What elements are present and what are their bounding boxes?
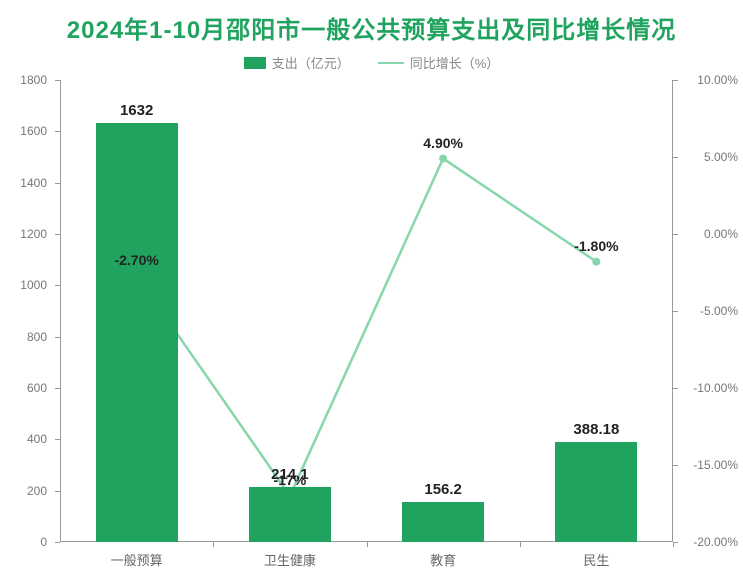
y-left-tick: 200 [0, 484, 47, 498]
y-left-tick-mark [55, 183, 60, 184]
legend-bar-label: 支出（亿元） [272, 53, 350, 72]
x-tick-mark [367, 542, 368, 547]
y-right-tick: -10.00% [683, 381, 738, 395]
y-right-tick: -15.00% [683, 458, 738, 472]
bar [249, 487, 331, 542]
legend-item-line: 同比增长（%） [378, 53, 500, 72]
bar-value-label: 388.18 [573, 421, 619, 438]
y-left-axis-labels: 020040060080010001200140016001800 [0, 80, 55, 542]
x-tick-mark [673, 542, 674, 547]
y-left-tick-mark [55, 439, 60, 440]
legend-bar-swatch [244, 57, 266, 69]
y-right-tick-mark [673, 80, 678, 81]
legend-line-swatch [378, 62, 404, 64]
x-tick-mark [213, 542, 214, 547]
y-left-tick: 400 [0, 432, 47, 446]
x-tick-mark [520, 542, 521, 547]
line-marker [439, 155, 447, 163]
y-right-tick-mark [673, 465, 678, 466]
x-category-label: 教育 [430, 550, 456, 569]
y-left-tick-mark [55, 234, 60, 235]
line-value-label: -2.70% [114, 252, 158, 268]
bar [402, 502, 484, 542]
line-path [137, 159, 597, 496]
y-right-tick: 0.00% [683, 227, 738, 241]
y-right-tick-mark [673, 234, 678, 235]
chart-plot-area: 1632一般预算214.1卫生健康156.2教育388.18民生-2.70%-1… [60, 80, 673, 542]
y-right-axis-labels: -20.00%-15.00%-10.00%-5.00%0.00%5.00%10.… [683, 80, 738, 542]
y-left-tick: 1800 [0, 73, 47, 87]
bar [555, 442, 637, 542]
y-right-tick: -5.00% [683, 304, 738, 318]
y-left-tick-mark [55, 542, 60, 543]
bar-value-label: 156.2 [424, 481, 462, 498]
y-right-tick: 10.00% [683, 73, 738, 87]
bar-value-label: 1632 [120, 102, 153, 119]
line-value-label: 4.90% [423, 135, 463, 151]
y-left-tick: 600 [0, 381, 47, 395]
x-category-label: 卫生健康 [264, 550, 316, 569]
y-left-tick-mark [55, 491, 60, 492]
chart-title: 2024年1-10月邵阳市一般公共预算支出及同比增长情况 [0, 0, 743, 45]
line-value-label: -17% [274, 472, 307, 488]
y-left-tick-mark [55, 285, 60, 286]
y-left-tick-mark [55, 337, 60, 338]
y-left-tick: 1200 [0, 227, 47, 241]
legend: 支出（亿元） 同比增长（%） [0, 53, 743, 72]
y-left-tick: 1600 [0, 124, 47, 138]
y-right-tick-mark [673, 311, 678, 312]
legend-item-bar: 支出（亿元） [244, 53, 350, 72]
x-category-label: 民生 [583, 550, 609, 569]
y-right-tick-mark [673, 388, 678, 389]
y-left-tick-mark [55, 388, 60, 389]
line-marker [592, 258, 600, 266]
bar [96, 123, 178, 542]
y-right-tick: 5.00% [683, 150, 738, 164]
y-left-tick: 1400 [0, 176, 47, 190]
legend-line-label: 同比增长（%） [410, 53, 500, 72]
y-right-tick-mark [673, 157, 678, 158]
y-left-tick: 0 [0, 535, 47, 549]
x-category-label: 一般预算 [111, 550, 163, 569]
y-right-tick: -20.00% [683, 535, 738, 549]
y-left-tick: 800 [0, 330, 47, 344]
y-left-tick-mark [55, 131, 60, 132]
line-value-label: -1.80% [574, 238, 618, 254]
y-left-tick-mark [55, 80, 60, 81]
y-left-tick: 1000 [0, 278, 47, 292]
